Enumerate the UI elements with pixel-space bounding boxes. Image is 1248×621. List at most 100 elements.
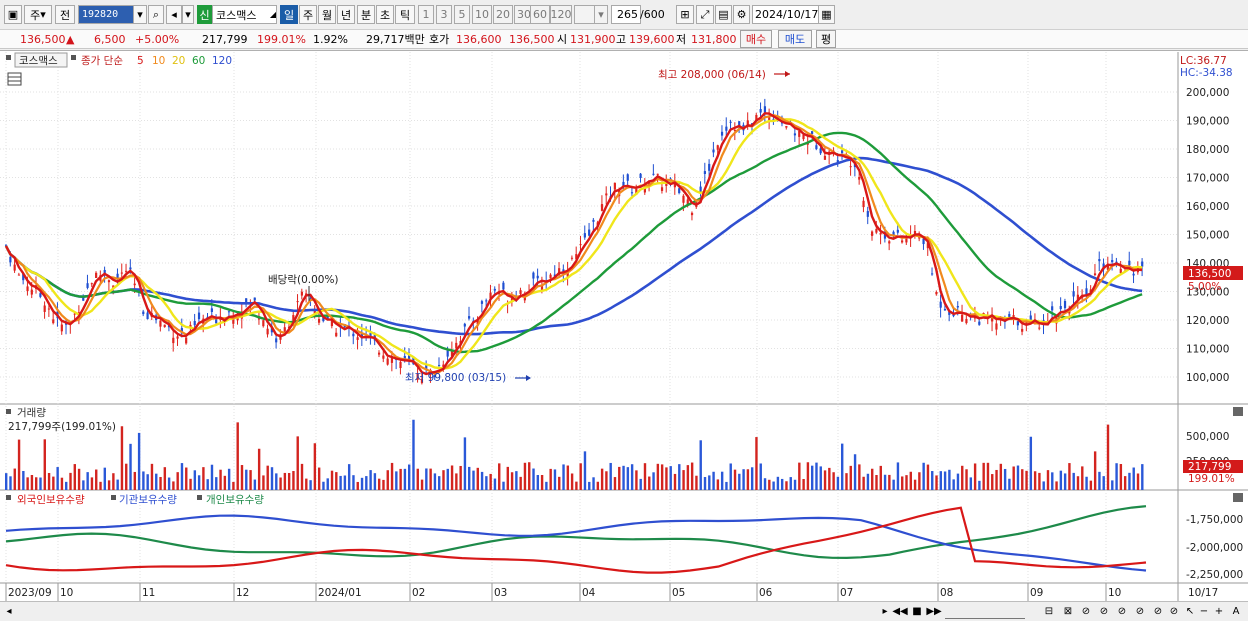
- volume-bar: [150, 463, 154, 490]
- candle-body: [335, 332, 338, 337]
- speaker-icon[interactable]: ◂: [166, 5, 182, 24]
- fast-forward-icon[interactable]: ▶▶: [926, 606, 942, 617]
- volume-bar: [335, 472, 338, 490]
- candle-body: [1128, 260, 1131, 266]
- toggle-4-icon[interactable]: ⊘: [1135, 606, 1145, 617]
- period-tick[interactable]: 틱: [395, 5, 415, 24]
- volume-bar: [352, 475, 355, 490]
- count-input[interactable]: 265: [611, 5, 641, 24]
- candle-body: [133, 283, 136, 286]
- interval-10[interactable]: 10: [472, 5, 492, 24]
- zoom-in-icon[interactable]: +: [1214, 606, 1224, 617]
- volume-bar: [806, 462, 810, 490]
- candle-body: [785, 126, 788, 128]
- chart-canvas[interactable]: 200,000 190,000 180,000 170,000 160,000 150,0…: [0, 51, 1248, 602]
- period-month[interactable]: 월: [318, 5, 336, 24]
- candle-body: [566, 271, 569, 277]
- period-minute[interactable]: 분: [357, 5, 375, 24]
- candle-body: [905, 237, 908, 243]
- interval-3[interactable]: 3: [436, 5, 452, 24]
- high-annotation: 최고 208,000 (06/14): [658, 69, 766, 81]
- low-label: 저: [676, 33, 687, 46]
- candle-body: [810, 131, 814, 134]
- volume-bar: [913, 479, 917, 490]
- legend-name-box[interactable]: [14, 52, 68, 68]
- toggle-3-icon[interactable]: ⊘: [1117, 606, 1127, 617]
- speaker-dropdown-icon[interactable]: ▾: [182, 5, 194, 24]
- stop-icon[interactable]: ■: [912, 606, 922, 617]
- flow-close-icon[interactable]: [1233, 493, 1243, 502]
- interval-20[interactable]: 20: [493, 5, 513, 24]
- volume-bar: [69, 472, 72, 490]
- save-icon[interactable]: ▤: [715, 5, 732, 24]
- date-input[interactable]: 2024/10/17: [752, 5, 820, 24]
- candle-body: [690, 212, 694, 216]
- settings-icon[interactable]: ⚙: [733, 5, 750, 24]
- interval-120[interactable]: 120: [550, 5, 572, 24]
- volume-close-icon[interactable]: [1233, 407, 1243, 416]
- toggle-6-icon[interactable]: ⊘: [1169, 606, 1179, 617]
- scroll-right-icon[interactable]: ▸: [882, 606, 888, 617]
- toggle-5-icon[interactable]: ⊘: [1153, 606, 1163, 617]
- search-icon[interactable]: ⌕: [148, 5, 164, 24]
- interval-dropdown-icon[interactable]: ▾: [594, 5, 608, 24]
- grid-tool-icon[interactable]: ⊞: [676, 5, 694, 24]
- code-dropdown-icon[interactable]: ▾: [133, 5, 147, 24]
- flow-individual-line: [5, 505, 1147, 560]
- buy-button[interactable]: 매수: [740, 30, 772, 48]
- candle-body: [30, 289, 33, 295]
- interval-5[interactable]: 5: [454, 5, 470, 24]
- x-axis-label: 2024/01: [318, 587, 362, 599]
- sell-button[interactable]: 매도: [778, 30, 812, 48]
- volume-bar: [227, 468, 231, 490]
- interval-30[interactable]: 30: [514, 5, 534, 24]
- code-input[interactable]: 192820: [78, 5, 134, 24]
- candle-body: [476, 319, 479, 325]
- stock-name-field[interactable]: 코스맥스: [212, 5, 277, 24]
- candle-body: [356, 337, 359, 340]
- toggle-2-icon[interactable]: ⊘: [1099, 606, 1109, 617]
- volume-bars: [5, 419, 1144, 490]
- period-week[interactable]: 주: [299, 5, 317, 24]
- period-day[interactable]: 일: [280, 5, 298, 24]
- scroll-left-icon[interactable]: ◂: [6, 606, 12, 617]
- interval-1[interactable]: 1: [418, 5, 434, 24]
- candle-body: [686, 199, 689, 206]
- candle-body: [142, 311, 145, 315]
- draw-tool-icon[interactable]: ⤢: [696, 5, 714, 24]
- candle-body: [17, 274, 21, 276]
- candle-body: [733, 129, 737, 131]
- toggle-1-icon[interactable]: ⊘: [1081, 606, 1091, 617]
- zoom-tool-icon[interactable]: ⊠: [1063, 606, 1073, 617]
- volume-bar: [82, 480, 85, 490]
- candle-body: [665, 182, 668, 186]
- table-toggle-icon[interactable]: [7, 72, 22, 86]
- rewind-icon[interactable]: ◀◀: [892, 606, 908, 617]
- interval-60[interactable]: 60: [530, 5, 550, 24]
- candle-body: [570, 257, 574, 259]
- window-icon[interactable]: ▣: [4, 5, 22, 24]
- zoom-fit-icon[interactable]: ⊟: [1044, 606, 1054, 617]
- prev-button[interactable]: 전: [55, 5, 75, 24]
- candle-body: [793, 133, 797, 136]
- font-size-icon[interactable]: A: [1232, 606, 1240, 617]
- volume-bar: [986, 462, 990, 490]
- eval-button[interactable]: 평: [816, 30, 836, 48]
- candle-body: [841, 150, 844, 154]
- pointer-icon[interactable]: ↖: [1185, 606, 1195, 617]
- calendar-icon[interactable]: ▦: [818, 5, 835, 24]
- candle-body: [875, 228, 878, 233]
- chart-area[interactable]: 200,000 190,000 180,000 170,000 160,000 150,0…: [0, 50, 1248, 601]
- stock-name-dropdown-icon[interactable]: ◢: [269, 10, 277, 19]
- candle-body: [262, 320, 265, 327]
- volume-bar: [60, 477, 64, 490]
- period-year[interactable]: 년: [337, 5, 355, 24]
- period-prefix-dropdown[interactable]: 주 ▾: [24, 5, 52, 24]
- volume-bar: [926, 464, 930, 490]
- volume-bar: [738, 473, 741, 490]
- legend-marker-icon: [6, 55, 11, 60]
- zoom-out-icon[interactable]: −: [1199, 606, 1209, 617]
- volume-bar: [755, 437, 758, 490]
- period-second[interactable]: 초: [376, 5, 394, 24]
- zoom-slider[interactable]: [945, 604, 1025, 619]
